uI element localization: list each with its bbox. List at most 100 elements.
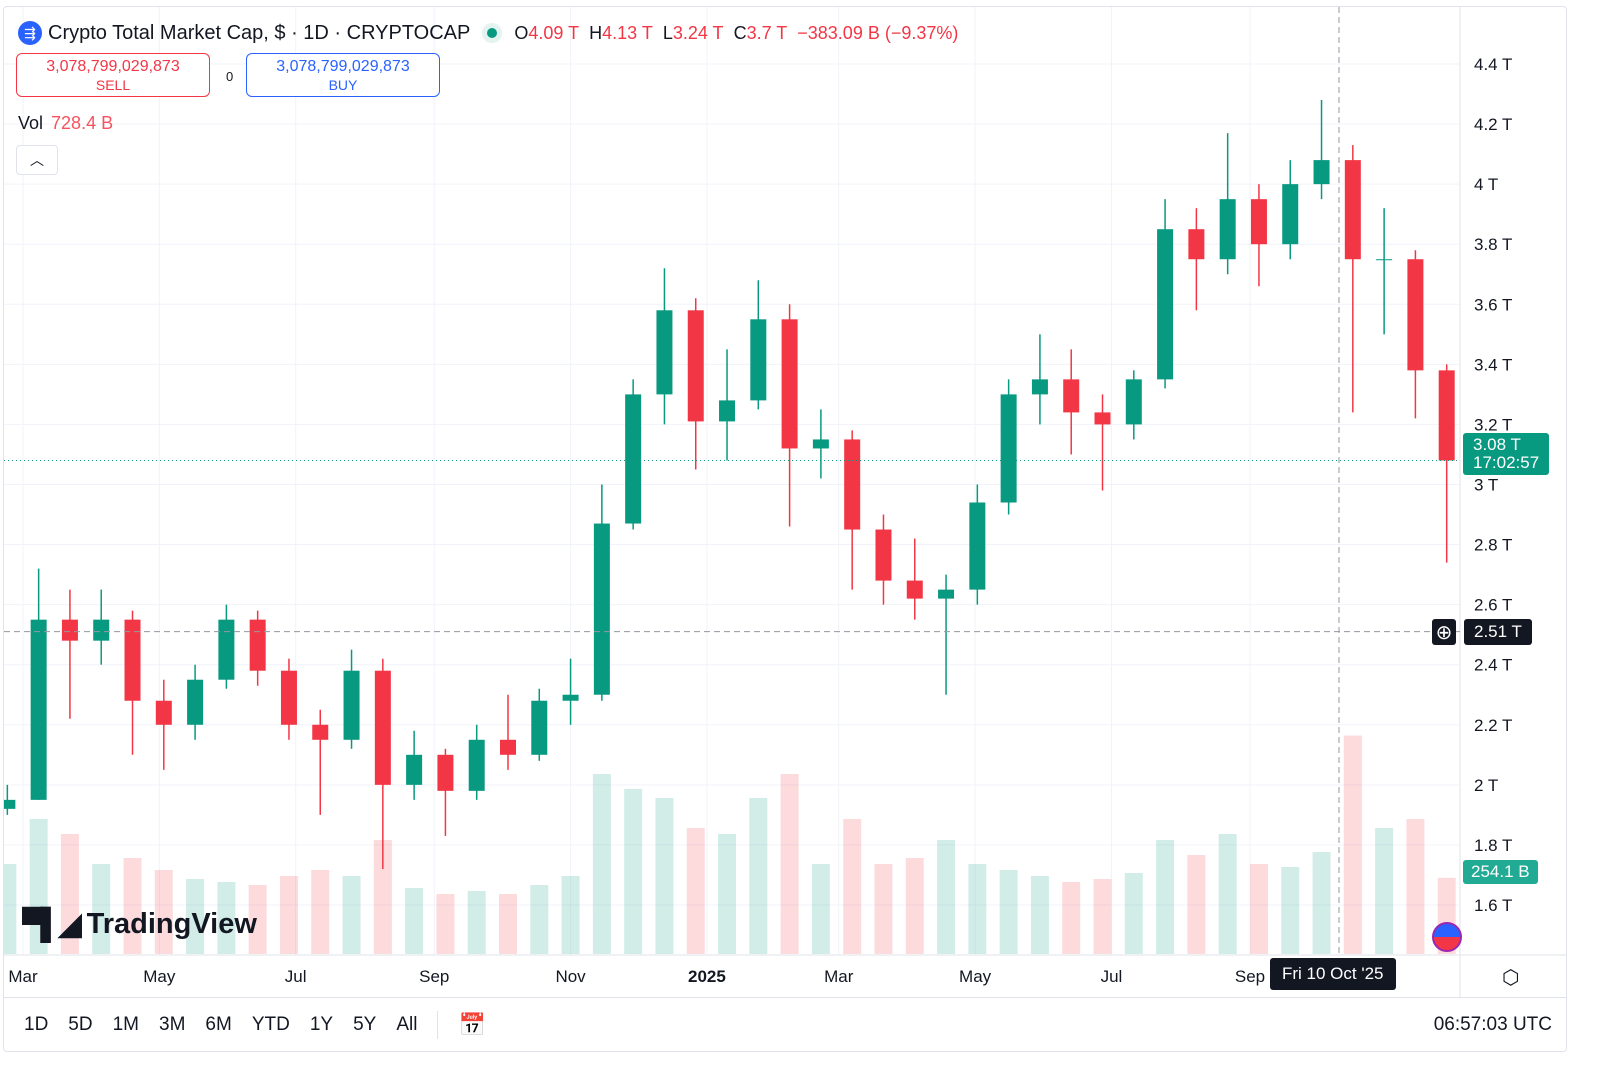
collapse-legend-button[interactable]: ︿	[16, 145, 58, 175]
volume-bar	[436, 894, 455, 954]
range-5y[interactable]: 5Y	[353, 1014, 377, 1035]
volume-bar	[373, 840, 392, 954]
time-tick-label: Mar	[824, 967, 854, 986]
candle-body	[562, 694, 579, 701]
candle-body	[750, 319, 767, 401]
volume-bar	[1406, 819, 1425, 954]
price-chart[interactable]: 4.4 T 4.2 T 4 T 3.8 T 3.6 T 3.4 T 3.2 T 3 T 2.8 …	[4, 7, 1566, 997]
volume-bar	[592, 774, 611, 954]
brand-text: TradingView	[86, 908, 257, 940]
volume-bar	[60, 834, 79, 954]
candle-body	[844, 439, 861, 530]
volume-bar	[874, 864, 893, 954]
volume-bar	[749, 798, 768, 954]
candle-body	[1219, 199, 1236, 260]
candle-body	[4, 799, 16, 809]
volume-bar	[1375, 828, 1394, 954]
volume-bar	[342, 876, 361, 954]
sell-label: SELL	[95, 77, 131, 93]
volume-bar	[498, 894, 517, 954]
last-price: 3.08 T	[1473, 435, 1521, 454]
candle-body	[124, 619, 141, 701]
ohlc-values: O4.09 T H4.13 T L3.24 T C3.7 T −383.09 B…	[514, 23, 958, 44]
change-value: −383.09 B (−9.37%)	[797, 22, 959, 43]
range-ytd[interactable]: YTD	[251, 1014, 290, 1035]
candle-body	[499, 739, 516, 755]
clock[interactable]: 06:57:03 UTC	[1433, 1014, 1552, 1035]
candle-body	[468, 739, 485, 791]
candle-body	[1344, 160, 1361, 260]
candle-body	[218, 619, 235, 680]
volume-bar	[811, 864, 830, 954]
range-all[interactable]: All	[396, 1014, 418, 1035]
sell-button[interactable]: 3,078,799,029,873 SELL	[16, 53, 210, 97]
add-alert-plus-icon[interactable]: ⊕	[1432, 619, 1456, 645]
volume-bar	[905, 858, 924, 954]
candle-body	[1376, 259, 1393, 261]
price-tick-label: 2 T	[1474, 776, 1498, 795]
buy-label: BUY	[328, 77, 358, 93]
range-3m[interactable]: 3M	[159, 1014, 186, 1035]
candle-body	[437, 754, 454, 791]
tradingview-logo[interactable]: ▀▌◢ TradingView	[22, 907, 257, 942]
low-label: L	[662, 22, 673, 43]
last-price-tag: 3.08 T 17:02:57	[1463, 433, 1550, 475]
volume-bar	[123, 858, 142, 954]
time-tick-label: Mar	[8, 967, 38, 986]
volume-bar	[780, 774, 799, 954]
volume-bar	[1249, 864, 1268, 954]
price-tick-label: 2.8 T	[1474, 536, 1512, 555]
high-label: H	[589, 22, 603, 43]
range-1y[interactable]: 1Y	[309, 1014, 334, 1035]
volume-bar	[467, 891, 486, 954]
chart-window: 4.4 T 4.2 T 4 T 3.8 T 3.6 T 3.4 T 3.2 T 3 T 2.8 …	[3, 6, 1567, 1052]
sell-price: 3,078,799,029,873	[46, 58, 180, 75]
range-6m[interactable]: 6M	[205, 1014, 232, 1035]
volume-bar	[843, 819, 862, 954]
legend-header: ⇶ Crypto Total Market Cap, $ · 1D · CRYP…	[18, 21, 958, 45]
toolbar-divider	[437, 1011, 439, 1039]
settings-gear-icon[interactable]: ⬡	[1502, 967, 1520, 989]
go-to-date-calendar-icon[interactable]: 📅	[458, 1012, 486, 1037]
candle-body	[1407, 259, 1424, 371]
volume-bar	[1156, 840, 1175, 954]
candle-body	[93, 619, 110, 641]
price-tick-label: 3.2 T	[1474, 415, 1512, 434]
volume-bar	[655, 798, 674, 954]
volume-bar	[1093, 879, 1112, 954]
volume-bar	[186, 879, 205, 954]
volume-bar	[154, 870, 173, 954]
candle-body	[812, 439, 829, 449]
candle-body	[1031, 379, 1048, 395]
volume-label: Vol	[18, 113, 44, 133]
cryptocap-logo-icon: ⇶	[18, 21, 42, 45]
symbol-title[interactable]: Crypto Total Market Cap, $ · 1D · CRYPTO…	[48, 21, 471, 44]
buy-price: 3,078,799,029,873	[276, 58, 410, 75]
volume-bar	[968, 864, 987, 954]
close-label: C	[733, 22, 747, 43]
time-tick-label: Sep	[419, 967, 449, 986]
candle-body	[1250, 199, 1267, 245]
range-5d[interactable]: 5D	[68, 1014, 93, 1035]
volume-tag: 254.1 B	[1463, 860, 1538, 884]
volume-bar	[718, 834, 737, 954]
candle-body	[1094, 412, 1111, 425]
volume-bar	[937, 840, 956, 954]
range-1d[interactable]: 1D	[24, 1014, 49, 1035]
volume-bar	[1343, 735, 1362, 954]
candle-body	[938, 589, 955, 599]
volume-bar	[4, 864, 17, 954]
crosshair-date-tag: Fri 10 Oct '25	[1270, 958, 1396, 990]
candle-body	[61, 619, 78, 641]
us-events-flag-icon[interactable]	[1432, 922, 1462, 952]
range-1m[interactable]: 1M	[112, 1014, 139, 1035]
volume-value: 728.4 B	[51, 113, 114, 133]
volume-bar	[1124, 873, 1143, 954]
candle-body	[656, 310, 673, 395]
buy-button[interactable]: 3,078,799,029,873 BUY	[246, 53, 440, 97]
time-tick-label: Nov	[555, 967, 586, 986]
volume-bar	[248, 885, 267, 954]
volume-bar	[29, 819, 48, 954]
crosshair-price-tag: 2.51 T	[1464, 619, 1532, 645]
volume-bar	[405, 888, 424, 954]
